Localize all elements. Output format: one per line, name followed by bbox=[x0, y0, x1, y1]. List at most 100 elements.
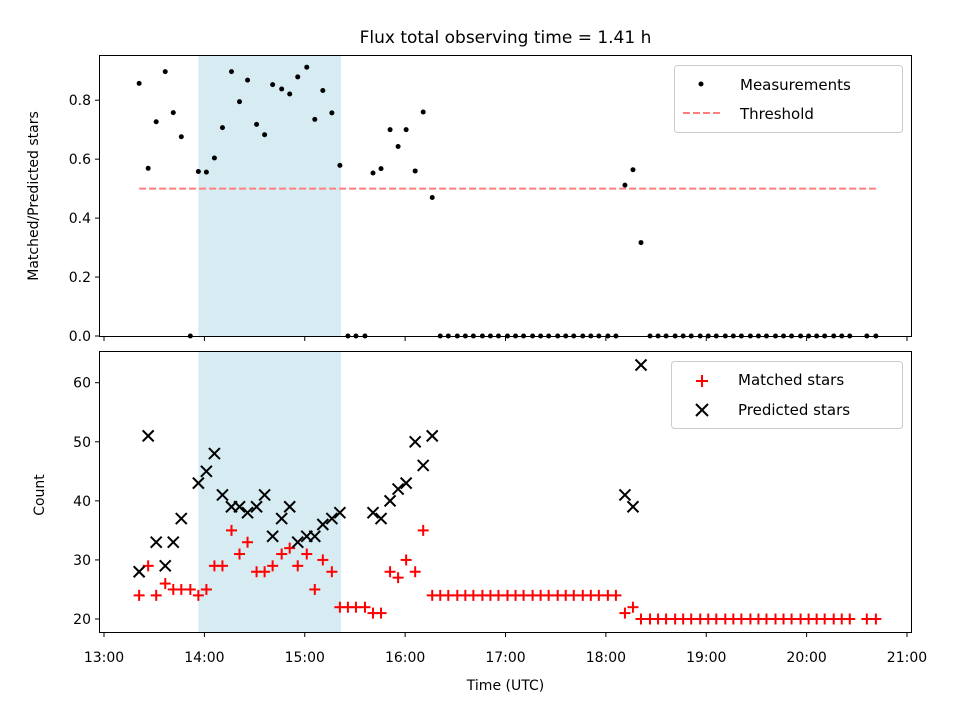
point-measurements bbox=[420, 109, 426, 115]
point-matched-stars bbox=[384, 566, 396, 578]
point-matched-stars bbox=[133, 589, 145, 601]
point-matched-stars bbox=[870, 613, 882, 625]
observing-window-span-bottom bbox=[198, 352, 341, 632]
point-predicted-stars bbox=[408, 435, 422, 448]
point-matched-stars bbox=[627, 601, 639, 613]
point-measurements bbox=[622, 182, 628, 188]
top-panel-x-ticks bbox=[103, 336, 908, 341]
x-tick-label: 19:00 bbox=[686, 650, 726, 666]
point-matched-stars bbox=[159, 578, 171, 590]
point-predicted-stars bbox=[325, 512, 339, 525]
point-predicted-stars bbox=[291, 536, 304, 549]
point-predicted-stars bbox=[399, 476, 413, 490]
point-predicted-stars bbox=[175, 512, 188, 525]
point-predicted-stars bbox=[216, 488, 229, 502]
y-tick-label: 20 bbox=[73, 612, 91, 628]
point-measurements bbox=[279, 86, 285, 92]
point-predicted-stars bbox=[266, 530, 279, 543]
point-predicted-stars bbox=[333, 506, 347, 519]
point-predicted-stars bbox=[159, 559, 172, 573]
point-measurements bbox=[304, 64, 310, 70]
point-measurements bbox=[412, 168, 418, 174]
x-axis-label: Time (UTC) bbox=[466, 678, 544, 694]
point-matched-stars bbox=[409, 566, 421, 578]
top-panel-y-ticks: 0.0 0.2 0.4 0.6 0.8 bbox=[69, 93, 100, 345]
point-matched-stars bbox=[619, 607, 631, 619]
y-tick-label: 0.4 bbox=[69, 211, 91, 227]
point-predicted-stars bbox=[374, 512, 388, 525]
x-tick-label: 17:00 bbox=[485, 650, 525, 666]
y-tick-label: 50 bbox=[73, 435, 91, 451]
point-predicted-stars bbox=[250, 500, 263, 513]
x-tick-label: 14:00 bbox=[184, 650, 224, 666]
bottom-panel-legend: Matched stars Predicted stars bbox=[671, 361, 903, 429]
point-predicted-stars bbox=[416, 459, 430, 472]
bottom-panel-marks bbox=[132, 358, 882, 625]
top-legend-box bbox=[674, 65, 903, 133]
point-measurements bbox=[228, 69, 234, 75]
point-measurements bbox=[370, 170, 376, 176]
point-measurements bbox=[329, 110, 335, 116]
point-measurements bbox=[245, 77, 251, 83]
point-measurements bbox=[630, 167, 636, 173]
x-tick-label: 16:00 bbox=[385, 650, 425, 666]
point-measurements bbox=[387, 127, 393, 133]
x-tick-label: 18:00 bbox=[586, 650, 626, 666]
legend-marker-predicted bbox=[695, 403, 709, 417]
point-measurements bbox=[262, 132, 268, 138]
point-measurements bbox=[403, 127, 409, 133]
point-predicted-stars bbox=[283, 500, 296, 513]
top-panel-ratio: 0.00.20.40.60.8 Matched/Predicted stars … bbox=[26, 55, 912, 345]
point-measurements bbox=[170, 110, 176, 116]
point-matched-stars bbox=[292, 560, 304, 572]
y-tick-label: 40 bbox=[73, 494, 91, 510]
point-matched-stars bbox=[150, 589, 162, 601]
point-predicted-stars bbox=[192, 476, 205, 490]
point-matched-stars bbox=[400, 554, 412, 566]
point-matched-stars bbox=[375, 607, 387, 619]
point-matched-stars bbox=[392, 572, 404, 584]
point-measurements bbox=[237, 99, 243, 105]
bottom-panel-y-ticks: 20 30 40 50 60 bbox=[73, 376, 100, 628]
point-predicted-stars bbox=[391, 482, 405, 496]
y-tick-label: 0.0 bbox=[69, 329, 91, 345]
top-panel-y-label: Matched/Predicted stars bbox=[26, 111, 42, 281]
point-measurements bbox=[162, 69, 168, 75]
point-predicted-stars bbox=[150, 536, 163, 549]
point-measurements bbox=[203, 169, 209, 175]
point-measurements bbox=[429, 194, 435, 200]
point-predicted-stars bbox=[132, 565, 146, 578]
legend-label-threshold: Threshold bbox=[739, 105, 814, 123]
x-tick-label: 20:00 bbox=[786, 650, 826, 666]
point-measurements bbox=[638, 240, 644, 246]
y-tick-label: 0.6 bbox=[69, 152, 91, 168]
bottom-legend-box bbox=[671, 361, 903, 429]
bottom-panel-counts: 20 30 40 50 60 13:00 14:00 15:00 16:00 17:00 18:0… bbox=[32, 351, 927, 694]
legend-label-predicted: Predicted stars bbox=[738, 401, 850, 419]
point-matched-stars bbox=[192, 589, 204, 601]
point-predicted-stars bbox=[308, 530, 322, 543]
point-predicted-stars bbox=[208, 447, 221, 460]
top-panel-marks bbox=[136, 64, 879, 339]
top-panel-legend: Measurements Threshold bbox=[674, 65, 903, 133]
point-matched-stars bbox=[267, 560, 279, 572]
point-matched-stars bbox=[225, 524, 237, 536]
point-predicted-stars bbox=[167, 536, 180, 549]
point-measurements bbox=[295, 74, 301, 80]
point-predicted-stars bbox=[383, 494, 397, 508]
point-measurements bbox=[136, 80, 142, 86]
point-measurements bbox=[320, 87, 326, 93]
point-measurements bbox=[337, 162, 343, 168]
point-matched-stars bbox=[317, 554, 329, 566]
point-measurements bbox=[395, 143, 401, 149]
x-tick-label: 15:00 bbox=[285, 650, 325, 666]
point-predicted-stars bbox=[366, 506, 380, 519]
point-matched-stars bbox=[259, 566, 271, 578]
point-matched-stars bbox=[417, 524, 429, 536]
point-measurements bbox=[153, 119, 159, 125]
point-measurements bbox=[254, 121, 260, 127]
point-matched-stars bbox=[184, 583, 196, 595]
point-matched-stars bbox=[309, 583, 321, 595]
point-matched-stars bbox=[200, 583, 212, 595]
